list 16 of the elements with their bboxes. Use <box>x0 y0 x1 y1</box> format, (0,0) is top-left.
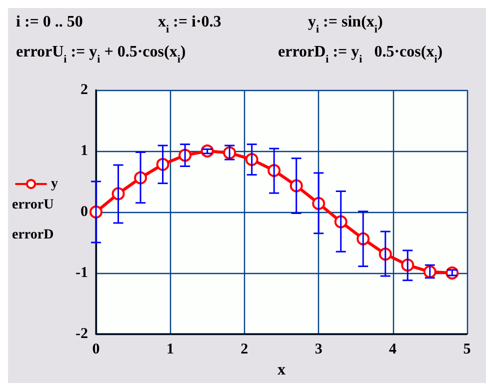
y-tick-label: 2 <box>80 82 88 98</box>
x-tick-label: 0 <box>92 342 100 358</box>
x-tick-label: 2 <box>240 342 248 358</box>
text: errorU <box>12 198 54 212</box>
y-tick-label: -1 <box>76 265 88 281</box>
text: i := 0 .. 50 <box>16 14 83 30</box>
x-axis-title: x <box>278 362 286 378</box>
y-tick-label: -2 <box>76 326 88 342</box>
x-tick-label: 1 <box>166 342 174 358</box>
x-tick-label: 3 <box>314 342 322 358</box>
y-tick-label: 1 <box>80 143 88 159</box>
y-tick-label: 0 <box>80 204 88 220</box>
legend-label: y <box>51 176 58 192</box>
x-tick-label: 5 <box>463 342 471 358</box>
text: errorD <box>12 228 54 242</box>
x-tick-label: 4 <box>389 342 398 358</box>
